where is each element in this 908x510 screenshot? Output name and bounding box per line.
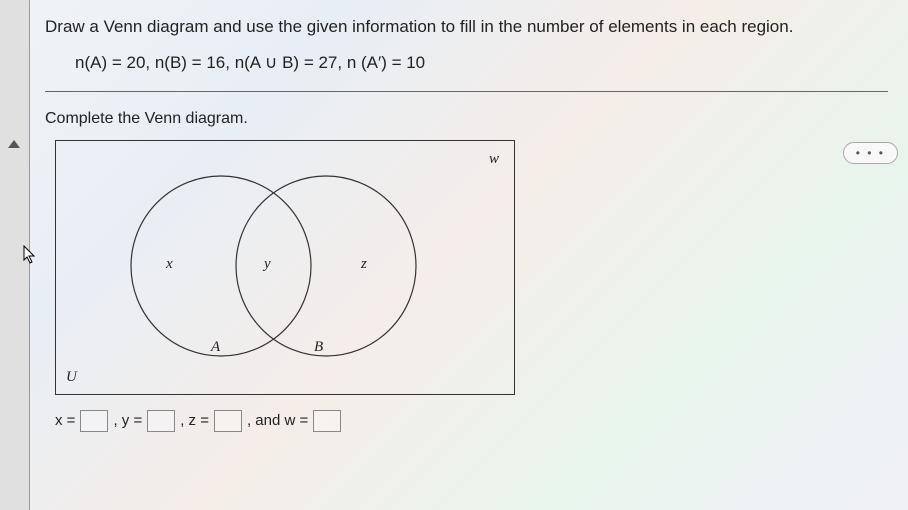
circle-b [236, 176, 416, 356]
input-z[interactable] [214, 410, 242, 432]
answer-prefix-x: x = [55, 412, 75, 429]
answer-line: x = , y = , z = , and w = [55, 410, 888, 432]
input-x[interactable] [80, 410, 108, 432]
circle-a [131, 176, 311, 356]
label-u: U [66, 369, 77, 386]
label-y: y [264, 256, 271, 273]
input-w[interactable] [313, 410, 341, 432]
subtitle: Complete the Venn diagram. [45, 110, 888, 128]
content-area: Draw a Venn diagram and use the given in… [45, 12, 888, 432]
venn-svg [56, 141, 516, 396]
answer-prefix-z: , z = [180, 412, 209, 429]
section-divider [45, 91, 888, 92]
answer-prefix-w: , and w = [247, 412, 308, 429]
label-z: z [361, 256, 367, 273]
venn-diagram-container: w U x y z A B [55, 140, 515, 395]
problem-instruction: Draw a Venn diagram and use the given in… [45, 12, 888, 43]
label-a: A [211, 339, 220, 356]
label-b: B [314, 339, 323, 356]
cursor-icon [23, 245, 39, 265]
label-x: x [166, 256, 173, 273]
label-w: w [489, 151, 499, 168]
more-button[interactable]: • • • [843, 142, 898, 164]
problem-equation: n(A) = 20, n(B) = 16, n(A ∪ B) = 27, n (… [75, 53, 888, 73]
input-y[interactable] [147, 410, 175, 432]
answer-prefix-y: , y = [113, 412, 142, 429]
scroll-up-arrow[interactable] [8, 140, 20, 148]
